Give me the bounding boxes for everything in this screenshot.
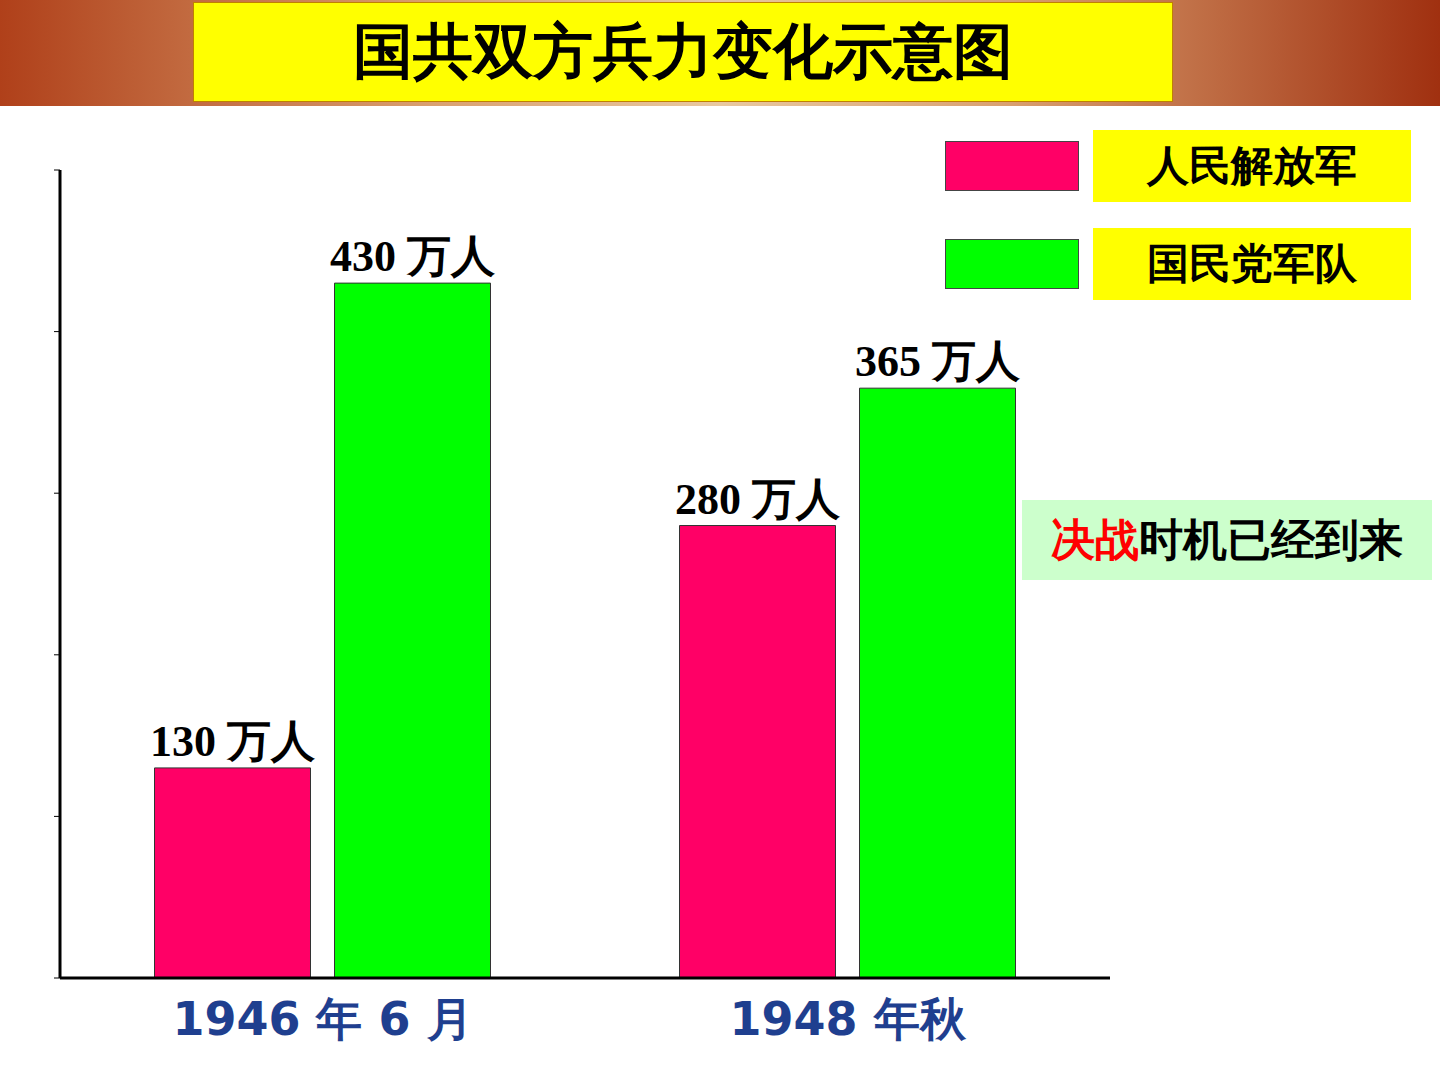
html-text:决战时机已经到来: 决战时机已经到来: [1051, 513, 1403, 565]
svg-text:130 万人: 130 万人: [150, 717, 315, 766]
svg-text:1946 年 6 月: 1946 年 6 月: [172, 992, 472, 1046]
svg-text:365 万人: 365 万人: [855, 337, 1020, 386]
svg-text:1948 年秋: 1948 年秋: [729, 992, 966, 1046]
svg-text:430 万人: 430 万人: [330, 232, 495, 281]
html-text:国共双方兵力变化示意图: 国共双方兵力变化示意图: [353, 15, 1013, 86]
svg-text:280 万人: 280 万人: [675, 475, 840, 524]
html-text:国民党军队: 国民党军队: [1147, 239, 1357, 288]
html-text:人民解放军: 人民解放军: [1147, 141, 1357, 190]
